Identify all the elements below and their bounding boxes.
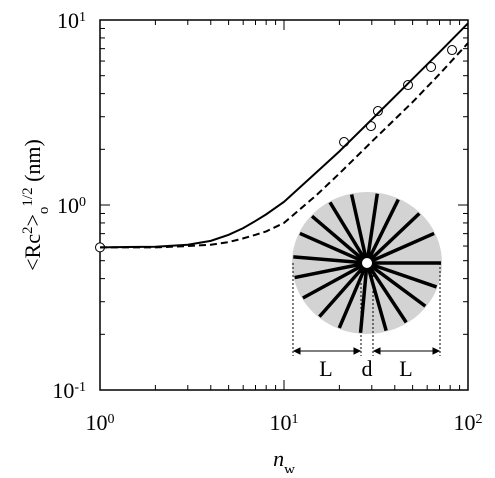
spoke xyxy=(358,262,369,333)
arrowheads xyxy=(292,347,441,355)
tick-label: 101 xyxy=(270,410,299,435)
plot-frame xyxy=(99,19,469,391)
x-axis-label: nw xyxy=(273,446,295,473)
tick-label-base: 10 xyxy=(86,410,108,435)
spoke xyxy=(366,261,438,289)
data-point xyxy=(426,62,437,73)
tick-label: 100 xyxy=(86,410,115,435)
spoke xyxy=(294,261,368,280)
y-label-part: 1/2 xyxy=(20,187,36,206)
tick-label: 10-1 xyxy=(52,378,86,403)
spoke xyxy=(299,231,368,265)
tick-label: 102 xyxy=(454,410,483,435)
y-label-part: > xyxy=(20,214,45,226)
spoke xyxy=(366,231,435,265)
data-point xyxy=(447,45,458,56)
spoke xyxy=(365,262,408,324)
spoke xyxy=(365,198,400,264)
tick-label-exponent: 2 xyxy=(476,412,483,427)
spoke xyxy=(293,255,368,265)
spoke xyxy=(365,212,421,265)
spoke xyxy=(365,193,380,264)
tick-label-exponent: 1 xyxy=(292,412,299,427)
annotation: L xyxy=(399,356,412,381)
tick-label: 100 xyxy=(57,193,86,218)
y-label-part: o xyxy=(36,207,52,215)
data-point xyxy=(372,106,383,117)
spoke xyxy=(337,262,369,329)
solid-line xyxy=(99,22,469,249)
tick-label-exponent: 0 xyxy=(79,195,86,210)
annotation: d xyxy=(362,356,373,381)
dashed-line xyxy=(100,42,469,249)
inset-diagram: L d L xyxy=(292,192,442,381)
annotation: L xyxy=(319,356,332,381)
inset-guides xyxy=(292,263,441,356)
tick-label-base: 10 xyxy=(57,8,79,33)
tick-label-base: 10 xyxy=(52,378,74,403)
tick-label-exponent: 1 xyxy=(79,10,86,25)
spoke xyxy=(365,261,427,308)
y-label-part: <Rc xyxy=(20,234,45,271)
inset-arrows xyxy=(292,347,441,355)
tick-label-exponent: 0 xyxy=(108,412,115,427)
spoke xyxy=(349,194,369,264)
y-label-part: 2 xyxy=(20,227,36,235)
spokes xyxy=(293,193,441,333)
x-label-part: w xyxy=(284,462,295,473)
inset-core xyxy=(360,256,374,270)
x-label-part: n xyxy=(273,446,284,471)
data-point xyxy=(403,80,414,91)
tick-label-base: 10 xyxy=(270,410,292,435)
spoke xyxy=(365,262,388,332)
y-axis-label: <Rc2>o1/2 (nm) xyxy=(20,139,52,271)
tick-label-base: 10 xyxy=(57,193,79,218)
tick-label-exponent: -1 xyxy=(74,380,86,395)
spoke xyxy=(310,214,369,265)
spoke xyxy=(318,261,369,318)
spoke xyxy=(302,261,368,300)
tick-label: 101 xyxy=(57,8,86,33)
spoke xyxy=(328,201,369,264)
tick-label-base: 10 xyxy=(454,410,476,435)
y-label-part: (nm) xyxy=(20,139,45,187)
data-point xyxy=(339,137,350,148)
